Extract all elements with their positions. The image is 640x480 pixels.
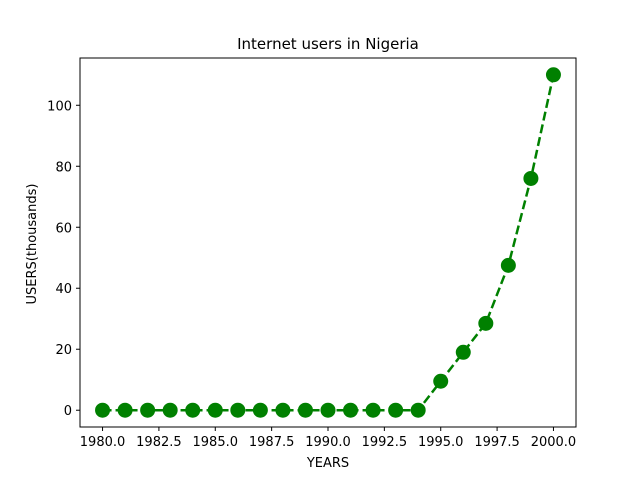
data-point xyxy=(365,402,381,418)
data-point xyxy=(275,402,291,418)
data-point xyxy=(162,402,178,418)
x-tick-label: 1980.0 xyxy=(80,435,126,450)
chart-title: Internet users in Nigeria xyxy=(237,35,419,53)
data-point xyxy=(343,402,359,418)
data-point xyxy=(252,402,268,418)
data-point xyxy=(545,67,561,83)
data-point xyxy=(500,257,516,273)
x-tick-label: 2000.0 xyxy=(531,435,577,450)
y-tick-label: 80 xyxy=(55,160,72,175)
data-point xyxy=(455,344,471,360)
y-axis-label: USERS(thousands) xyxy=(25,184,40,305)
x-tick-label: 1990.0 xyxy=(305,435,351,450)
x-tick-label: 1997.5 xyxy=(474,435,520,450)
x-tick-label: 1995.0 xyxy=(418,435,464,450)
y-tick-label: 0 xyxy=(64,404,72,419)
y-tick-label: 20 xyxy=(55,343,72,358)
data-point xyxy=(230,402,246,418)
data-point xyxy=(478,315,494,331)
data-point xyxy=(95,402,111,418)
x-tick-label: 1985.0 xyxy=(193,435,239,450)
x-axis-label: YEARS xyxy=(306,456,349,471)
data-point xyxy=(433,373,449,389)
data-point xyxy=(523,170,539,186)
data-point xyxy=(320,402,336,418)
y-tick-label: 40 xyxy=(55,282,72,297)
data-point xyxy=(140,402,156,418)
data-point xyxy=(410,402,426,418)
data-point xyxy=(297,402,313,418)
data-point xyxy=(117,402,133,418)
x-tick-label: 1992.5 xyxy=(362,435,408,450)
y-tick-label: 60 xyxy=(55,221,72,236)
y-tick-label: 100 xyxy=(47,99,72,114)
data-point xyxy=(185,402,201,418)
plot-area: 1980.0 1982.5 1985.0 1987.5 1990.0 1992.5 1995… xyxy=(47,57,577,450)
data-point xyxy=(207,402,223,418)
x-tick-label: 1987.5 xyxy=(249,435,295,450)
x-tick-label: 1982.5 xyxy=(136,435,182,450)
data-point xyxy=(388,402,404,418)
